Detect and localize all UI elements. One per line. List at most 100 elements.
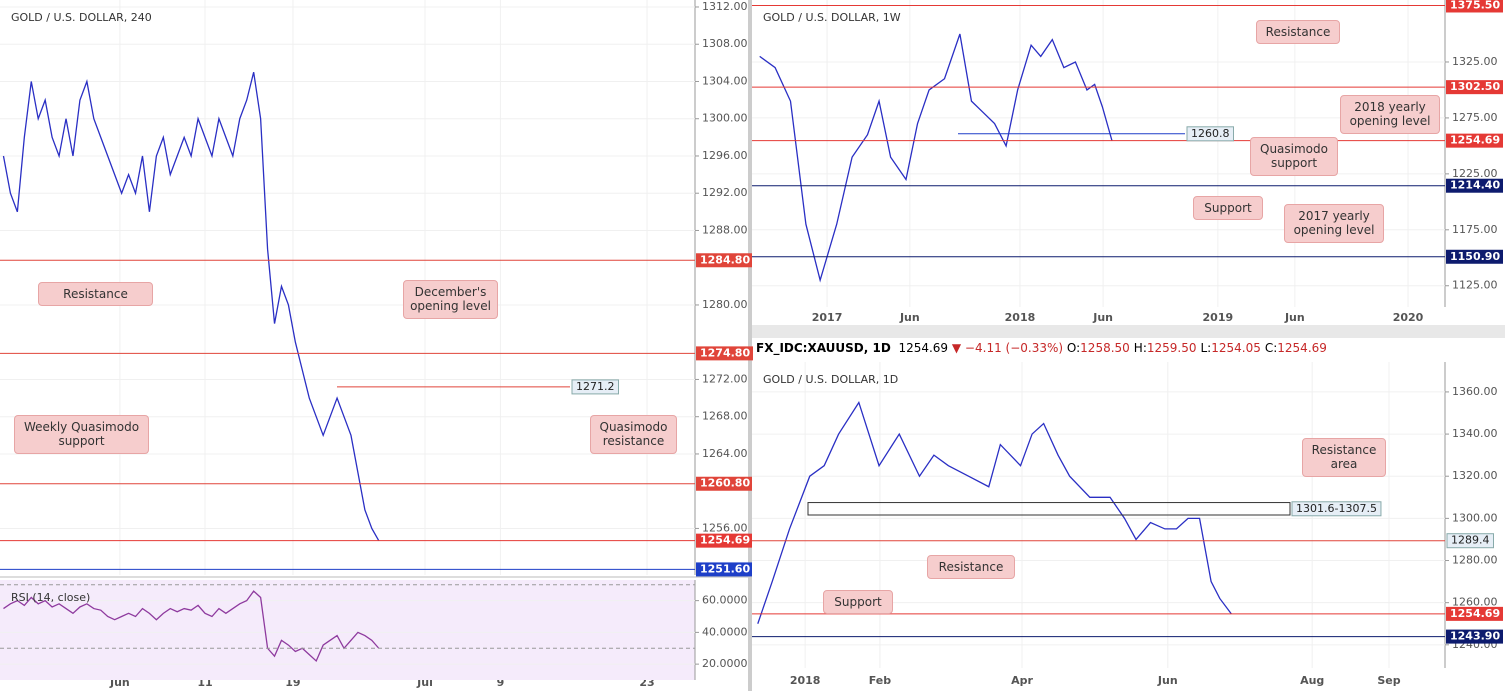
y-tick-label: 20.0000 — [702, 657, 748, 670]
price-tag-label: 1214.40 — [1450, 179, 1500, 192]
y-tick-label: 1300.00 — [1452, 511, 1498, 524]
price-line — [3, 590, 380, 663]
callout: Resistance — [927, 555, 1015, 580]
callout: Support — [1193, 196, 1263, 221]
callout: Resistance area — [1302, 438, 1386, 477]
price-tag — [696, 476, 753, 491]
callout: Resistance — [38, 282, 153, 307]
callout: Weekly Quasimodo support — [14, 415, 149, 454]
price-tag-label: 1254.69 — [1450, 607, 1500, 620]
quote-value: 1254.69 — [1277, 341, 1327, 355]
price-tag — [1446, 606, 1503, 621]
x-tick-label: 2018 — [790, 674, 821, 687]
y-tick-label: 1272.00 — [702, 372, 748, 385]
y-tick-label: 1312.00 — [702, 0, 748, 13]
price-tag-label: 1284.80 — [700, 253, 750, 266]
chart-title: GOLD / U.S. DOLLAR, 240 — [11, 11, 152, 24]
chart-title: GOLD / U.S. DOLLAR, 1D — [763, 373, 898, 386]
price-tag-label: 1375.50 — [1450, 0, 1500, 11]
price-tag — [696, 533, 753, 548]
price-tag-label: 1254.69 — [1450, 134, 1500, 147]
x-tick-label: 2018 — [1005, 311, 1036, 324]
callout: Quasimodo support — [1250, 137, 1338, 176]
y-tick-label: 1325.00 — [1452, 55, 1498, 68]
price-tag — [696, 253, 753, 268]
y-tick-label: 1296.00 — [702, 149, 748, 162]
y-tick-label: 1275.00 — [1452, 111, 1498, 124]
callout: Support — [823, 590, 893, 615]
price-line — [759, 33, 1113, 283]
x-tick-label: 2019 — [1203, 311, 1234, 324]
quote-key: O: — [1066, 341, 1081, 355]
y-tick-label: 1340.00 — [1452, 427, 1498, 440]
y-tick-label: 1225.00 — [1452, 167, 1498, 180]
plot-area — [0, 580, 695, 680]
y-tick-label: 1175.00 — [1452, 223, 1498, 236]
y-tick-label: 1288.00 — [702, 223, 748, 236]
x-tick-label: Jun — [1284, 311, 1305, 324]
price-tag — [696, 562, 753, 577]
price-line — [757, 400, 1232, 624]
callout: December's opening level — [403, 280, 498, 319]
y-tick-label: 1260.00 — [1452, 596, 1498, 609]
level-label: 1260.8 — [1191, 127, 1230, 140]
price-tag — [1446, 80, 1503, 95]
separator — [748, 0, 752, 691]
y-tick-label: 1300.00 — [702, 112, 748, 125]
last-price: 1254.69 — [898, 341, 949, 355]
callout: Resistance — [1256, 20, 1340, 45]
x-tick-label: Apr — [1011, 674, 1033, 687]
y-tick-label: 1280.00 — [1452, 554, 1498, 567]
price-tag — [1446, 249, 1503, 264]
x-tick-label: 2020 — [1393, 311, 1424, 324]
x-tick-label: Aug — [1300, 674, 1324, 687]
price-line — [2, 72, 380, 541]
x-tick-label: Feb — [869, 674, 892, 687]
price-tag-label: 1243.90 — [1450, 630, 1500, 643]
y-tick-label: 1360.00 — [1452, 385, 1498, 398]
y-tick-label: 1280.00 — [702, 298, 748, 311]
level-label-box — [1291, 501, 1382, 517]
price-tag-label: 1274.80 — [700, 346, 750, 359]
callout: 2017 yearly opening level — [1284, 204, 1384, 243]
level-label: 1289.4 — [1451, 534, 1490, 547]
level-label: 1271.2 — [576, 380, 615, 393]
ohlc: O:1258.50 H:1259.50 L:1254.05 C:1254.69 — [1067, 341, 1331, 355]
level-label-box — [1186, 126, 1234, 142]
quote-header: FX_IDC:XAUUSD, 1D 1254.69 ▼ −4.11 (−0.33… — [756, 341, 1331, 355]
price-tag — [1446, 629, 1503, 644]
callout: Quasimodo resistance — [590, 415, 677, 454]
chart-title: GOLD / U.S. DOLLAR, 1W — [763, 11, 901, 24]
quote-value: 1259.50 — [1146, 341, 1197, 355]
x-tick-label: 9 — [497, 676, 505, 689]
price-tag — [1446, 133, 1503, 148]
symbol: FX_IDC:XAUUSD, 1D — [756, 341, 891, 355]
y-tick-label: 1256.00 — [702, 521, 748, 534]
callout: 2018 yearly opening level — [1340, 95, 1440, 134]
x-tick-label: Jun — [1092, 311, 1113, 324]
quote-value: 1254.05 — [1211, 341, 1261, 355]
level-label-box — [571, 379, 619, 395]
y-tick-label: 1125.00 — [1452, 279, 1498, 292]
quote-key: L: — [1200, 341, 1212, 355]
quote-key: C: — [1264, 341, 1278, 355]
x-tick-label: Jun — [1157, 674, 1178, 687]
price-tag-label: 1251.60 — [700, 562, 750, 575]
y-tick-label: 1268.00 — [702, 410, 748, 423]
y-tick-label: 1264.00 — [702, 447, 748, 460]
y-tick-label: 1308.00 — [702, 37, 748, 50]
x-tick-label: Sep — [1377, 674, 1400, 687]
separator — [752, 325, 1505, 338]
quote-value: 1258.50 — [1080, 341, 1130, 355]
y-tick-label: 1292.00 — [702, 186, 748, 199]
change: ▼ −4.11 (−0.33%) — [951, 341, 1064, 355]
quote-key: H: — [1133, 341, 1147, 355]
y-tick-label: 1304.00 — [702, 74, 748, 87]
level-label: 1301.6-1307.5 — [1296, 502, 1377, 515]
y-tick-label: 1320.00 — [1452, 469, 1498, 482]
price-tag — [1446, 178, 1503, 193]
x-tick-label: 2017 — [812, 311, 843, 324]
level-label-box — [1446, 533, 1494, 549]
